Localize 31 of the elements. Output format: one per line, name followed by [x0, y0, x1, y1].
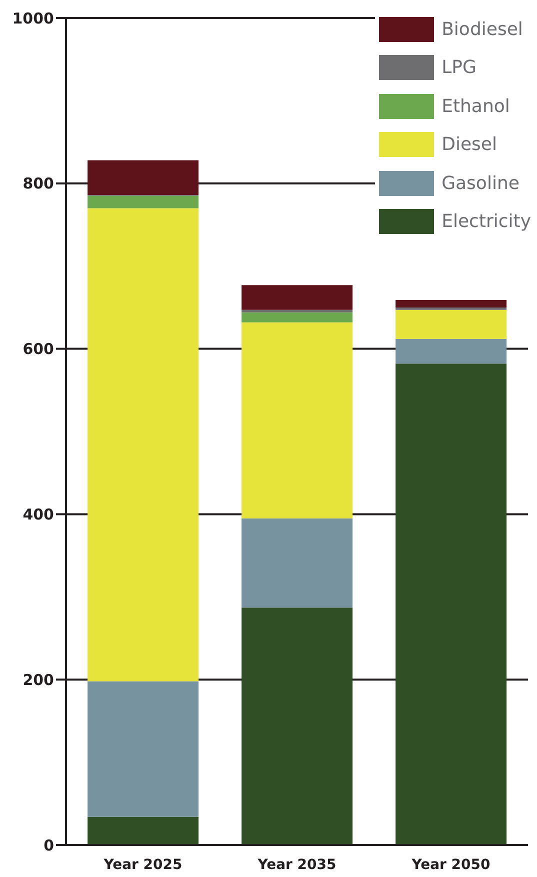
y-tick-label: 600 [22, 340, 54, 358]
y-tick-label: 0 [44, 836, 54, 854]
y-tick-label: 200 [22, 670, 54, 689]
legend-label: Electricity [442, 211, 531, 232]
bar [396, 310, 507, 339]
x-tick-label: Year 2050 [410, 856, 491, 873]
y-tick-label: 400 [22, 506, 54, 524]
y-tick-label: 800 [22, 174, 54, 193]
legend-label: LPG [442, 57, 476, 78]
bar [396, 307, 507, 310]
bar [396, 338, 507, 364]
legend-label: Gasoline [442, 172, 520, 194]
bar [396, 364, 507, 845]
bar [88, 681, 199, 817]
legend-label: Biodiesel [442, 18, 523, 40]
legend-label: Diesel [442, 134, 497, 156]
bar [396, 300, 507, 308]
bar [242, 322, 353, 518]
bar [242, 310, 353, 312]
bar [242, 518, 353, 608]
x-tick-label: Year 2025 [102, 856, 182, 873]
bar [88, 196, 199, 208]
bar [88, 160, 199, 195]
bar [242, 312, 353, 322]
legend-label: Ethanol [442, 96, 510, 117]
bar [88, 816, 199, 845]
bar [242, 608, 353, 845]
bar [88, 208, 199, 682]
y-tick-label: 1000 [12, 9, 54, 28]
x-tick-label: Year 2035 [256, 856, 336, 873]
bar [242, 285, 353, 310]
